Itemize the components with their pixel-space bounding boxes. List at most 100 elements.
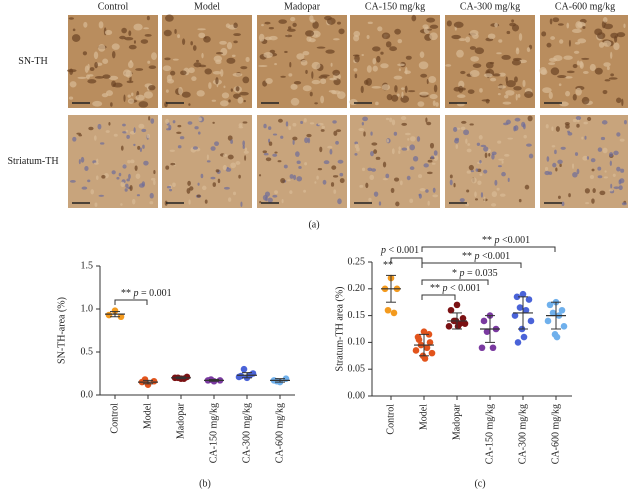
cell: [504, 153, 510, 157]
cell: [286, 28, 296, 32]
cell: [277, 160, 282, 163]
significance-bracket: [390, 257, 423, 263]
micrograph: [68, 115, 158, 208]
x-tick-label: Control: [385, 404, 396, 435]
cell: [504, 94, 509, 99]
cell: [469, 69, 480, 77]
cell: [331, 165, 337, 170]
cell: [505, 80, 516, 88]
significance-text: < 0.001: [389, 245, 420, 256]
x-tick-label: Madopar: [451, 403, 462, 440]
significance-label: **: [383, 260, 393, 271]
cell: [453, 127, 458, 133]
cell: [101, 93, 109, 98]
cell: [133, 40, 136, 44]
cell: [425, 189, 429, 193]
cell: [146, 133, 150, 139]
cell: [483, 146, 489, 152]
cell: [490, 77, 497, 82]
cell: [497, 93, 501, 96]
cell: [511, 59, 522, 66]
cell: [372, 46, 381, 52]
cell: [608, 152, 614, 158]
cell: [404, 66, 408, 75]
cell: [363, 131, 366, 137]
cell: [265, 77, 273, 85]
cell: [86, 74, 90, 80]
cell: [263, 152, 269, 156]
cell: [601, 120, 608, 125]
cell: [418, 174, 423, 179]
cell: [332, 175, 339, 178]
cell: [309, 122, 315, 125]
y-tick-label: 1.0: [81, 303, 94, 314]
cell: [372, 65, 378, 72]
data-point: [447, 306, 455, 314]
cell: [515, 93, 518, 101]
cell: [552, 17, 560, 23]
cell: [582, 155, 589, 161]
cell: [619, 138, 625, 142]
cell: [575, 116, 582, 121]
tissue: [68, 15, 158, 108]
cell: [239, 91, 249, 96]
cell: [430, 155, 435, 160]
cell: [575, 87, 582, 96]
cell: [426, 171, 433, 175]
cell: [373, 149, 378, 154]
cell: [370, 150, 374, 157]
cell: [371, 142, 378, 146]
cell: [242, 76, 250, 84]
cell: [467, 143, 471, 146]
cell: [118, 172, 122, 177]
cell: [165, 118, 170, 124]
cell: [335, 140, 339, 145]
y-axis-label: Stratum-TH area (%): [334, 287, 345, 372]
cell: [420, 73, 428, 78]
cell: [566, 70, 575, 74]
cell: [243, 150, 249, 154]
column-label: Madopar: [284, 1, 321, 12]
cell: [610, 51, 613, 59]
cell: [360, 85, 364, 94]
cell: [126, 134, 130, 139]
data-point: [522, 306, 530, 314]
cell: [584, 188, 590, 194]
cell: [120, 203, 123, 206]
cell: [506, 30, 511, 35]
cell: [212, 182, 217, 187]
cell: [290, 97, 300, 106]
cell: [265, 196, 268, 202]
cell: [359, 184, 364, 188]
cell: [272, 133, 278, 136]
cell: [189, 186, 194, 191]
y-tick-label: 0.00: [348, 390, 366, 401]
y-tick-label: 0.0: [81, 389, 94, 400]
x-tick-label: CA-300 mg/kg: [241, 403, 252, 463]
cell: [102, 74, 111, 79]
cell: [540, 69, 548, 76]
cell: [330, 62, 333, 67]
cell: [377, 26, 383, 32]
data-point: [141, 376, 149, 383]
cell: [67, 69, 77, 73]
cell: [153, 170, 156, 175]
cell: [280, 135, 284, 139]
cell: [87, 179, 91, 183]
cell: [491, 191, 498, 198]
cell: [201, 185, 207, 191]
cell: [501, 54, 511, 60]
cell: [137, 145, 141, 150]
micrograph: [257, 115, 347, 208]
cell: [566, 22, 570, 29]
cell: [214, 141, 220, 147]
tissue: [350, 115, 440, 208]
cell: [399, 180, 403, 186]
data-point: [546, 301, 554, 309]
x-tick-label: CA-150 mg/kg: [208, 403, 219, 463]
cell: [332, 120, 337, 124]
significance-p: p: [459, 268, 465, 279]
cell: [168, 188, 173, 192]
data-point: [544, 317, 552, 325]
